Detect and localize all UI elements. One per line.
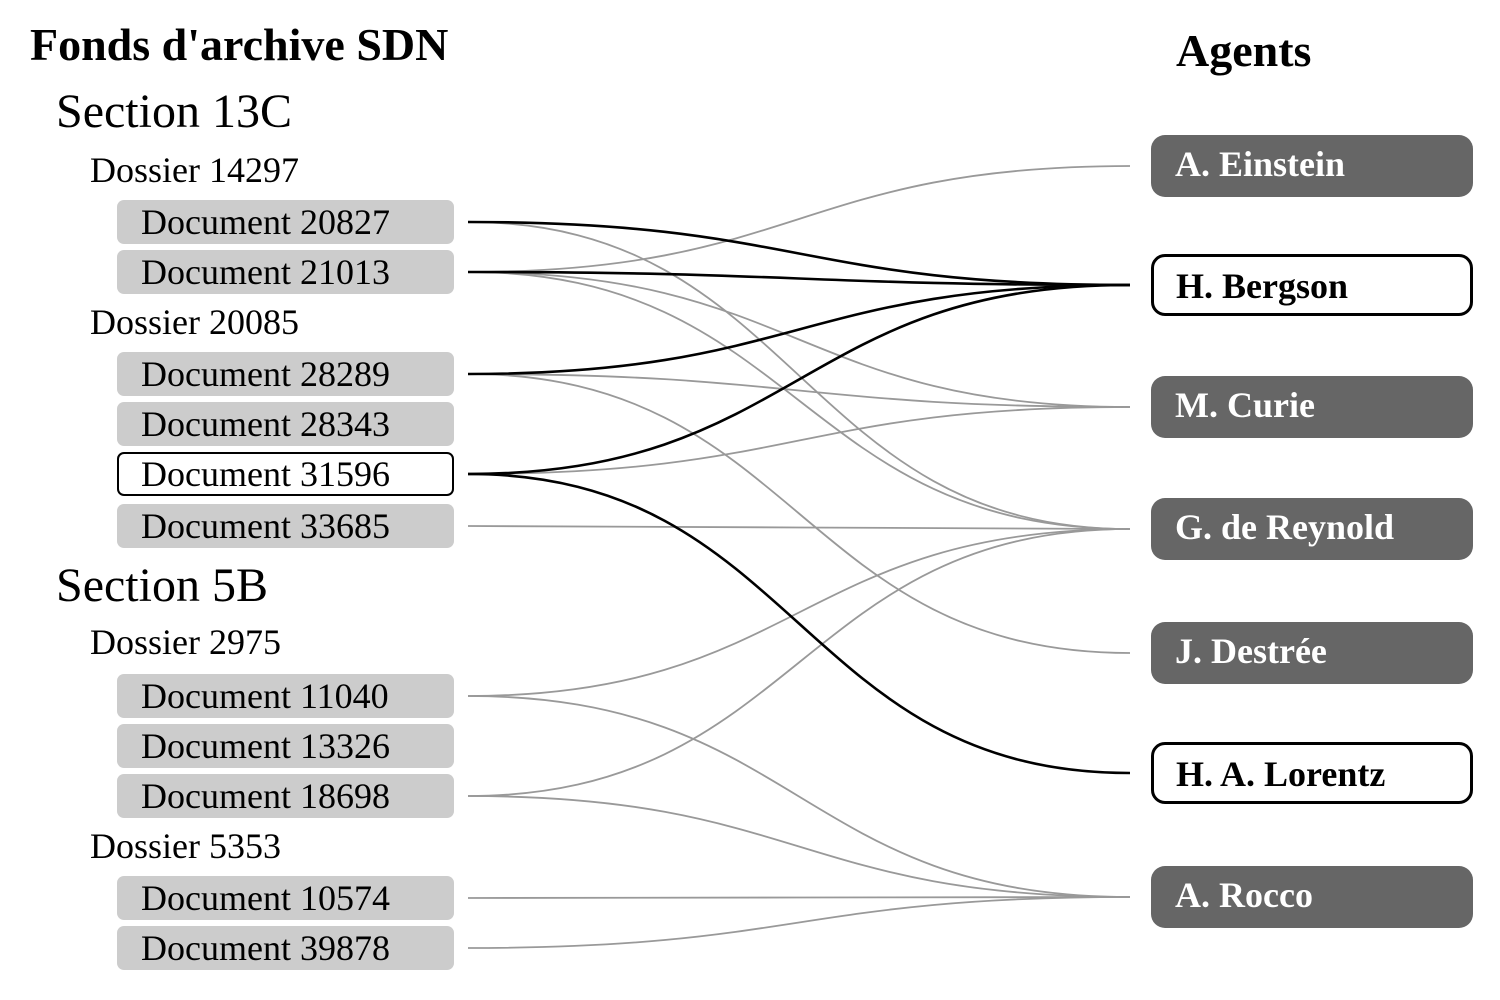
link-d28289-bergson [467, 283, 1131, 376]
document-28343[interactable]: Document 28343 [117, 402, 454, 446]
document-20827[interactable]: Document 20827 [117, 200, 454, 244]
document-28289[interactable]: Document 28289 [117, 352, 454, 396]
link-d20827-bergson [467, 220, 1131, 287]
link-d11040-reynold [467, 528, 1131, 697]
agent-curie[interactable]: M. Curie [1151, 376, 1473, 438]
agent-einstein[interactable]: A. Einstein [1151, 135, 1473, 197]
link-d20827-reynold [467, 221, 1131, 530]
dossier-20085-heading[interactable]: Dossier 20085 [90, 302, 299, 342]
section-13c-heading[interactable]: Section 13C [56, 85, 292, 138]
link-d21013-bergson [467, 270, 1131, 287]
dossier-5353-heading[interactable]: Dossier 5353 [90, 826, 281, 866]
section-5b-heading[interactable]: Section 5B [56, 559, 268, 612]
document-21013[interactable]: Document 21013 [117, 250, 454, 294]
agent-bergson-selected[interactable]: H. Bergson [1151, 254, 1473, 316]
link-d10574-rocco [467, 896, 1131, 899]
link-d39878-rocco [467, 896, 1131, 949]
link-d21013-einstein [467, 165, 1131, 273]
document-39878[interactable]: Document 39878 [117, 926, 454, 970]
highlighted-links [467, 220, 1131, 775]
link-d21013-reynold [467, 271, 1131, 530]
dossier-14297-heading[interactable]: Dossier 14297 [90, 150, 299, 190]
agent-de-reynold[interactable]: G. de Reynold [1151, 498, 1473, 560]
agent-lorentz-selected[interactable]: H. A. Lorentz [1151, 742, 1473, 804]
link-d28289-curie [467, 373, 1131, 408]
link-d28289-destree [467, 373, 1131, 654]
default-links [467, 165, 1131, 949]
document-13326[interactable]: Document 13326 [117, 724, 454, 768]
document-33685[interactable]: Document 33685 [117, 504, 454, 548]
document-31596-selected[interactable]: Document 31596 [117, 452, 454, 496]
document-18698[interactable]: Document 18698 [117, 774, 454, 818]
document-11040[interactable]: Document 11040 [117, 674, 454, 718]
dossier-2975-heading[interactable]: Dossier 2975 [90, 622, 281, 662]
link-d18698-rocco [467, 795, 1131, 898]
link-d21013-curie [467, 271, 1131, 408]
link-d33685-reynold [467, 525, 1131, 530]
link-d31596-curie [467, 406, 1131, 475]
link-d31596-bergson [467, 283, 1131, 476]
link-d31596-lorentz [467, 472, 1131, 775]
document-10574[interactable]: Document 10574 [117, 876, 454, 920]
agent-destree[interactable]: J. Destrée [1151, 622, 1473, 684]
agent-rocco[interactable]: A. Rocco [1151, 866, 1473, 928]
link-d18698-reynold [467, 528, 1131, 797]
agents-title: Agents [1176, 25, 1312, 76]
link-d11040-rocco [467, 695, 1131, 898]
archive-title: Fonds d'archive SDN [30, 19, 449, 70]
